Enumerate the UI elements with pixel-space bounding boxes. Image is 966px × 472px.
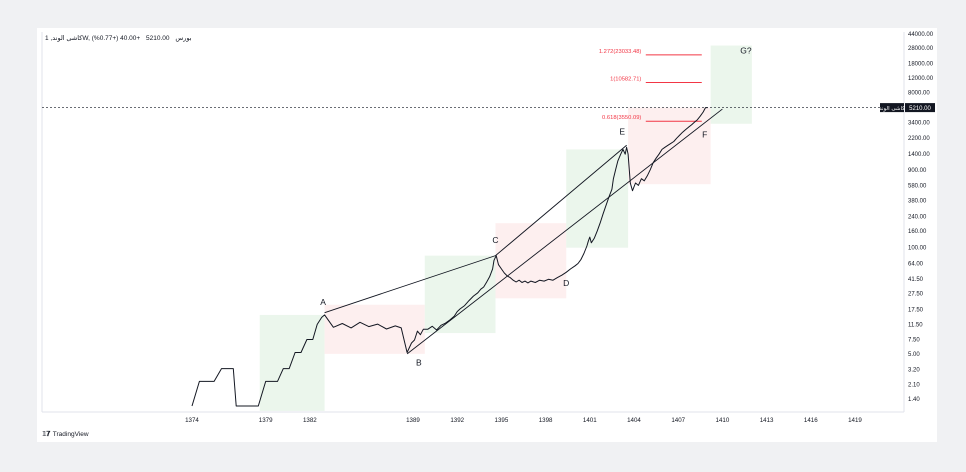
fib-target-label: 1(10582.71) bbox=[610, 76, 641, 82]
x-tick-label: 1410 bbox=[716, 417, 730, 424]
x-tick-label: 1374 bbox=[185, 417, 199, 424]
y-tick-label: 3.20 bbox=[908, 368, 920, 374]
x-tick-label: 1416 bbox=[804, 417, 818, 424]
y-tick-label: 18000.00 bbox=[908, 62, 934, 68]
y-tick-label: 580.00 bbox=[908, 183, 927, 189]
trendline-0 bbox=[324, 255, 496, 314]
chart-canvas[interactable]: 44000.00 28000.00 18000.00 12000.00 8000.00 3… bbox=[37, 28, 937, 442]
y-tick-label: 100.00 bbox=[908, 246, 927, 252]
y-tick-label: 3400.00 bbox=[908, 121, 930, 127]
fib-target-label: 0.618(3550.09) bbox=[602, 115, 641, 121]
zone-red-3 bbox=[495, 223, 567, 299]
y-tick-label: 41.50 bbox=[908, 277, 924, 283]
tradingview-brand[interactable]: TradingView bbox=[52, 431, 89, 438]
zone-green-0 bbox=[259, 314, 325, 411]
tradingview-logo-icon[interactable]: 𝟙𝟕 bbox=[42, 431, 50, 438]
x-tick-label: 1395 bbox=[495, 417, 509, 424]
y-tick-label: 1400.00 bbox=[908, 152, 930, 158]
price-name-tag bbox=[880, 103, 904, 113]
y-tick-label: 900.00 bbox=[908, 168, 927, 174]
y-tick-label: 2200.00 bbox=[908, 136, 930, 142]
x-tick-label: 1379 bbox=[259, 417, 273, 424]
x-tick-label: 1413 bbox=[760, 417, 774, 424]
price-name-label: کاشی الوند bbox=[879, 105, 905, 112]
trendline-1 bbox=[495, 144, 627, 256]
zone-green-6 bbox=[710, 45, 752, 124]
y-tick-label: 7.50 bbox=[908, 338, 920, 344]
trendline-2 bbox=[406, 108, 723, 355]
y-tick-label: 28000.00 bbox=[908, 46, 934, 52]
y-tick-label: 1.40 bbox=[908, 397, 920, 403]
wave-label-F: F bbox=[702, 129, 707, 139]
symbol-header: کاشی الوند, 1W, بورس 5210.00 +40.00 (+0.… bbox=[45, 34, 196, 42]
x-tick-label: 1389 bbox=[406, 417, 420, 424]
price-value-label: 5210.00 bbox=[909, 106, 931, 112]
y-tick-label: 240.00 bbox=[908, 215, 927, 221]
symbol-title[interactable]: کاشی الوند, 1W, بورس bbox=[45, 35, 192, 42]
y-tick-label: 2.10 bbox=[908, 383, 920, 389]
y-tick-label: 160.00 bbox=[908, 229, 927, 235]
y-tick-label: 27.50 bbox=[908, 291, 924, 297]
wave-label-C: C bbox=[492, 235, 498, 245]
x-tick-label: 1419 bbox=[848, 417, 862, 424]
fib-target-label: 1.272(23033.48) bbox=[599, 49, 642, 55]
wave-label-B: B bbox=[416, 358, 422, 368]
x-tick-label: 1392 bbox=[450, 417, 464, 424]
y-tick-label: 12000.00 bbox=[908, 76, 934, 82]
price-line bbox=[191, 107, 708, 407]
x-tick-label: 1401 bbox=[583, 417, 597, 424]
y-tick-label: 44000.00 bbox=[908, 32, 934, 38]
price-value-tag bbox=[905, 103, 935, 113]
price-change: +40.00 (+0.77%) bbox=[91, 35, 141, 42]
wave-label-D: D bbox=[563, 278, 569, 288]
zone-green-4 bbox=[566, 149, 629, 248]
x-tick-label: 1382 bbox=[303, 417, 317, 424]
x-tick-label: 1404 bbox=[627, 417, 641, 424]
y-tick-label: 380.00 bbox=[908, 198, 927, 204]
tradingview-footer: 𝟙𝟕 TradingView bbox=[42, 430, 89, 439]
x-tick-label: 1398 bbox=[539, 417, 553, 424]
y-tick-label: 64.00 bbox=[908, 262, 924, 268]
y-tick-label: 8000.00 bbox=[908, 90, 930, 96]
y-tick-label: 5.00 bbox=[908, 352, 920, 358]
x-tick-label: 1407 bbox=[671, 417, 685, 424]
y-tick-label: 17.50 bbox=[908, 307, 924, 313]
wave-label-E: E bbox=[619, 126, 625, 136]
wave-label-A: A bbox=[320, 297, 326, 307]
y-tick-label: 11.50 bbox=[908, 322, 923, 328]
last-price: 5210.00 bbox=[146, 35, 170, 42]
zone-red-1 bbox=[324, 304, 425, 354]
chart-panel: 44000.00 28000.00 18000.00 12000.00 8000.00 3… bbox=[37, 28, 937, 442]
wave-label-Gq: G? bbox=[740, 45, 752, 55]
